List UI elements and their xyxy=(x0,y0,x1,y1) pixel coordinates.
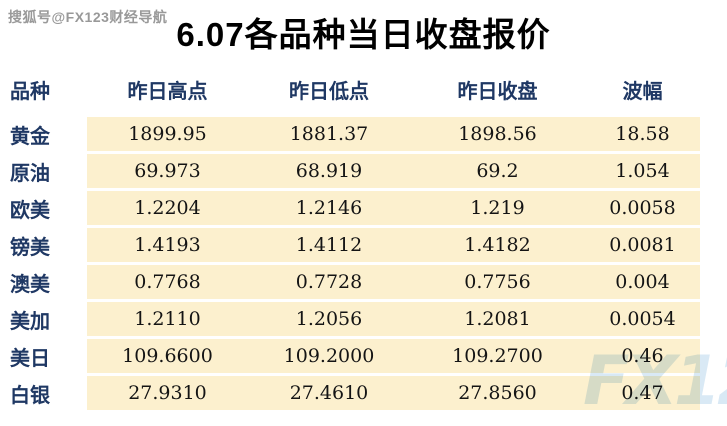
instrument-name: 白银 xyxy=(10,384,50,407)
row-band: 1.2204 1.2146 1.219 0.0058 xyxy=(87,191,700,225)
table-body: 黄金 1899.95 1881.37 1898.56 18.58 原油 69.9… xyxy=(0,117,700,410)
prev-low-value: 1.2056 xyxy=(295,308,363,330)
prev-low-value: 27.4610 xyxy=(289,382,369,404)
range-value: 0.47 xyxy=(621,382,664,404)
instrument-name: 澳美 xyxy=(10,273,50,296)
instrument-name: 原油 xyxy=(10,162,50,185)
prev-high-value: 69.973 xyxy=(134,160,201,182)
prev-low-value: 0.7728 xyxy=(295,271,363,293)
range-value: 1.054 xyxy=(615,160,670,182)
table-row: 镑美 1.4193 1.4112 1.4182 0.0081 xyxy=(0,228,700,262)
row-band: 1899.95 1881.37 1898.56 18.58 xyxy=(87,117,700,151)
table-row: 白银 27.9310 27.4610 27.8560 0.47 xyxy=(0,376,700,410)
row-band: 1.2110 1.2056 1.2081 0.0054 xyxy=(87,302,700,336)
prev-low-value: 1.2146 xyxy=(295,197,363,219)
instrument-name: 美加 xyxy=(10,310,50,333)
table-row: 美日 109.6600 109.2000 109.2700 0.46 xyxy=(0,339,700,373)
range-value: 0.0058 xyxy=(609,197,676,219)
range-value: 18.58 xyxy=(615,123,670,145)
range-value: 0.46 xyxy=(621,345,664,367)
prev-close-value: 0.7756 xyxy=(464,271,531,293)
range-value: 0.0081 xyxy=(609,234,676,256)
header-prev-low: 昨日低点 xyxy=(289,80,369,103)
instrument-name: 美日 xyxy=(10,347,50,370)
page-title: 6.07各品种当日收盘报价 xyxy=(176,16,551,53)
prev-high-value: 109.6600 xyxy=(122,345,213,367)
prev-close-value: 27.8560 xyxy=(458,382,537,404)
row-band: 1.4193 1.4112 1.4182 0.0081 xyxy=(87,228,700,262)
prev-low-value: 1.4112 xyxy=(295,234,363,256)
instrument-name: 欧美 xyxy=(10,199,50,222)
range-value: 0.0054 xyxy=(609,308,676,330)
prev-close-value: 109.2700 xyxy=(452,345,543,367)
prev-high-value: 27.9310 xyxy=(128,382,207,404)
prev-close-value: 1898.56 xyxy=(458,123,537,145)
row-band: 0.7768 0.7728 0.7756 0.004 xyxy=(87,265,700,299)
prev-high-value: 0.7768 xyxy=(134,271,201,293)
table-row: 澳美 0.7768 0.7728 0.7756 0.004 xyxy=(0,265,700,299)
table-row: 美加 1.2110 1.2056 1.2081 0.0054 xyxy=(0,302,700,336)
prev-high-value: 1.2110 xyxy=(134,308,201,330)
prev-high-value: 1899.95 xyxy=(128,123,207,145)
prev-close-value: 1.4182 xyxy=(464,234,531,256)
prev-low-value: 68.919 xyxy=(295,160,363,182)
prev-high-value: 1.4193 xyxy=(134,234,201,256)
row-band: 109.6600 109.2000 109.2700 0.46 xyxy=(87,339,700,373)
prev-close-value: 1.2081 xyxy=(464,308,531,330)
instrument-name: 黄金 xyxy=(10,125,50,148)
table-row: 原油 69.973 68.919 69.2 1.054 xyxy=(0,154,700,188)
prev-low-value: 109.2000 xyxy=(283,345,375,367)
header-prev-high: 昨日高点 xyxy=(127,80,208,103)
row-band: 69.973 68.919 69.2 1.054 xyxy=(87,154,700,188)
row-band: 27.9310 27.4610 27.8560 0.47 xyxy=(87,376,700,410)
prev-high-value: 1.2204 xyxy=(134,197,201,219)
table-header-row: 品种 昨日高点 昨日低点 昨日收盘 波幅 xyxy=(0,70,700,108)
prev-close-value: 69.2 xyxy=(476,160,519,182)
table-row: 黄金 1899.95 1881.37 1898.56 18.58 xyxy=(0,117,700,151)
header-prev-close: 昨日收盘 xyxy=(457,80,538,103)
range-value: 0.004 xyxy=(615,271,670,293)
instrument-name: 镑美 xyxy=(10,236,50,259)
prev-close-value: 1.219 xyxy=(470,197,525,219)
header-instrument: 品种 xyxy=(10,80,50,103)
price-table: 品种 昨日高点 昨日低点 昨日收盘 波幅 黄金 1899.95 1881.37 … xyxy=(0,70,700,413)
header-range: 波幅 xyxy=(622,80,663,103)
header-band: 昨日高点 昨日低点 昨日收盘 波幅 xyxy=(87,70,700,108)
prev-low-value: 1881.37 xyxy=(289,123,369,145)
table-row: 欧美 1.2204 1.2146 1.219 0.0058 xyxy=(0,191,700,225)
sohu-account-watermark: 搜狐号@FX123财经导航 xyxy=(8,9,168,25)
